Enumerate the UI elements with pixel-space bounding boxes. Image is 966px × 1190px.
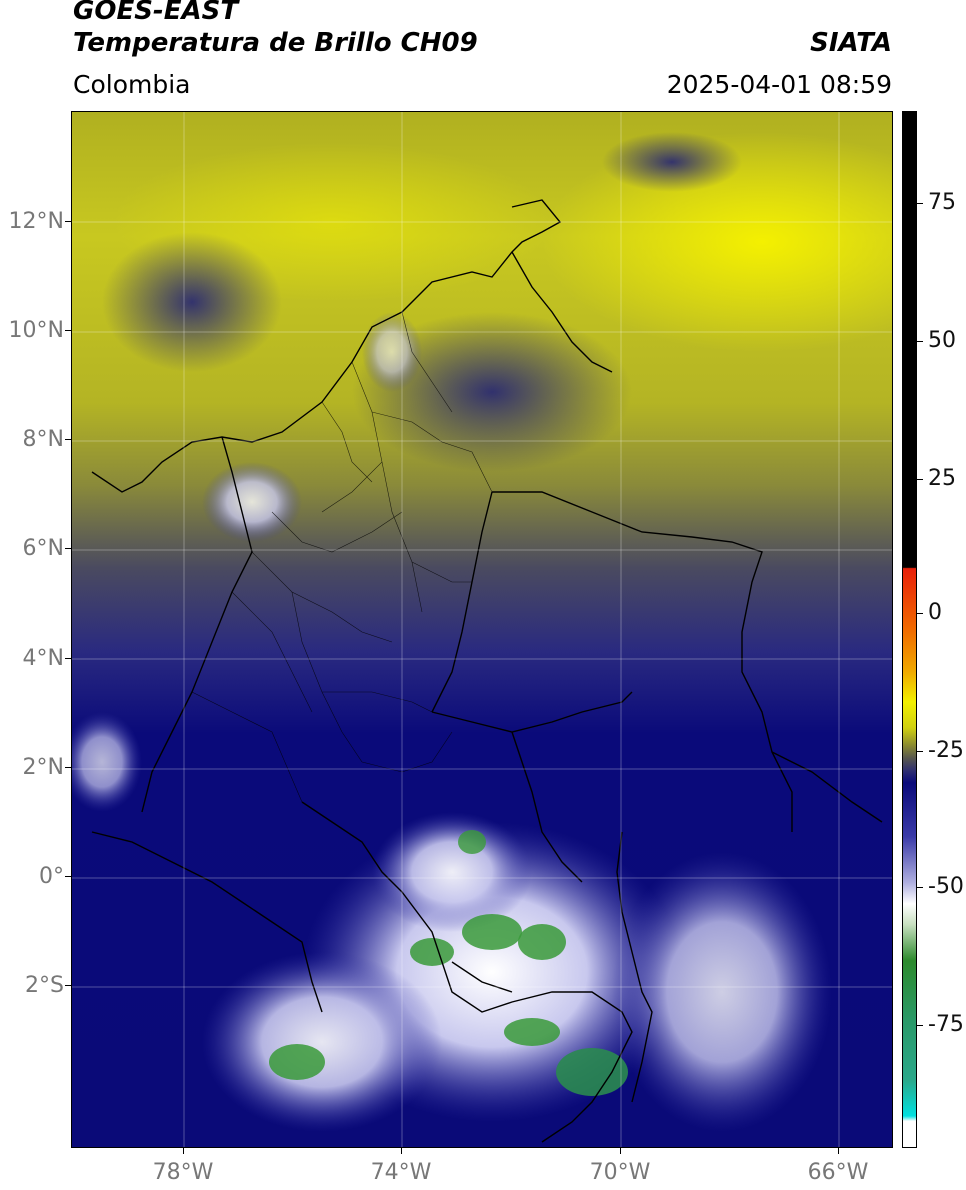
colorbar-label-minus25: -25	[928, 738, 964, 763]
colorbar-ramp	[903, 112, 916, 1147]
lon-label-74w: 74°W	[370, 1160, 432, 1185]
lon-tick	[620, 1148, 621, 1154]
region-label: Colombia	[73, 70, 191, 99]
satellite-title: GOES-EAST	[73, 0, 239, 26]
timestamp-label: 2025-04-01 08:59	[666, 70, 892, 99]
lat-tick	[65, 658, 71, 659]
lon-label-78w: 78°W	[152, 1160, 214, 1185]
credit-label: SIATA	[810, 28, 892, 58]
colorbar-tick	[917, 479, 923, 480]
lat-label-2s: 2°S	[25, 973, 64, 998]
colorbar-label-0: 0	[928, 600, 942, 625]
lat-tick	[65, 985, 71, 986]
colorbar-label-minus75: -75	[928, 1012, 964, 1037]
colorbar-label-25: 25	[928, 466, 956, 491]
lon-label-70w: 70°W	[589, 1160, 651, 1185]
colorbar-tick	[917, 203, 923, 204]
lat-label-10n: 10°N	[8, 318, 64, 343]
lon-tick	[183, 1148, 184, 1154]
lon-tick	[838, 1148, 839, 1154]
lat-tick	[65, 767, 71, 768]
colorbar-tick	[917, 613, 923, 614]
colorbar-tick	[917, 1025, 923, 1026]
lat-tick	[65, 439, 71, 440]
satellite-map	[71, 111, 893, 1148]
colorbar-label-minus50: -50	[928, 874, 964, 899]
lat-tick	[65, 876, 71, 877]
colorbar-tick	[917, 751, 923, 752]
colorbar-tick	[917, 887, 923, 888]
lat-label-8n: 8°N	[22, 427, 64, 452]
colorbar	[902, 111, 917, 1148]
lat-label-12n: 12°N	[8, 209, 64, 234]
lat-label-4n: 4°N	[22, 646, 64, 671]
lat-label-0: 0°	[39, 864, 64, 889]
lat-tick	[65, 221, 71, 222]
lat-label-6n: 6°N	[22, 536, 64, 561]
colorbar-tick	[917, 341, 923, 342]
lat-label-2n: 2°N	[22, 755, 64, 780]
lon-label-66w: 66°W	[807, 1160, 869, 1185]
colorbar-label-50: 50	[928, 328, 956, 353]
colorbar-label-75: 75	[928, 190, 956, 215]
map-image	[72, 112, 892, 1147]
lon-tick	[401, 1148, 402, 1154]
product-title: Temperatura de Brillo CH09	[73, 28, 478, 58]
lat-tick	[65, 548, 71, 549]
lat-tick	[65, 330, 71, 331]
